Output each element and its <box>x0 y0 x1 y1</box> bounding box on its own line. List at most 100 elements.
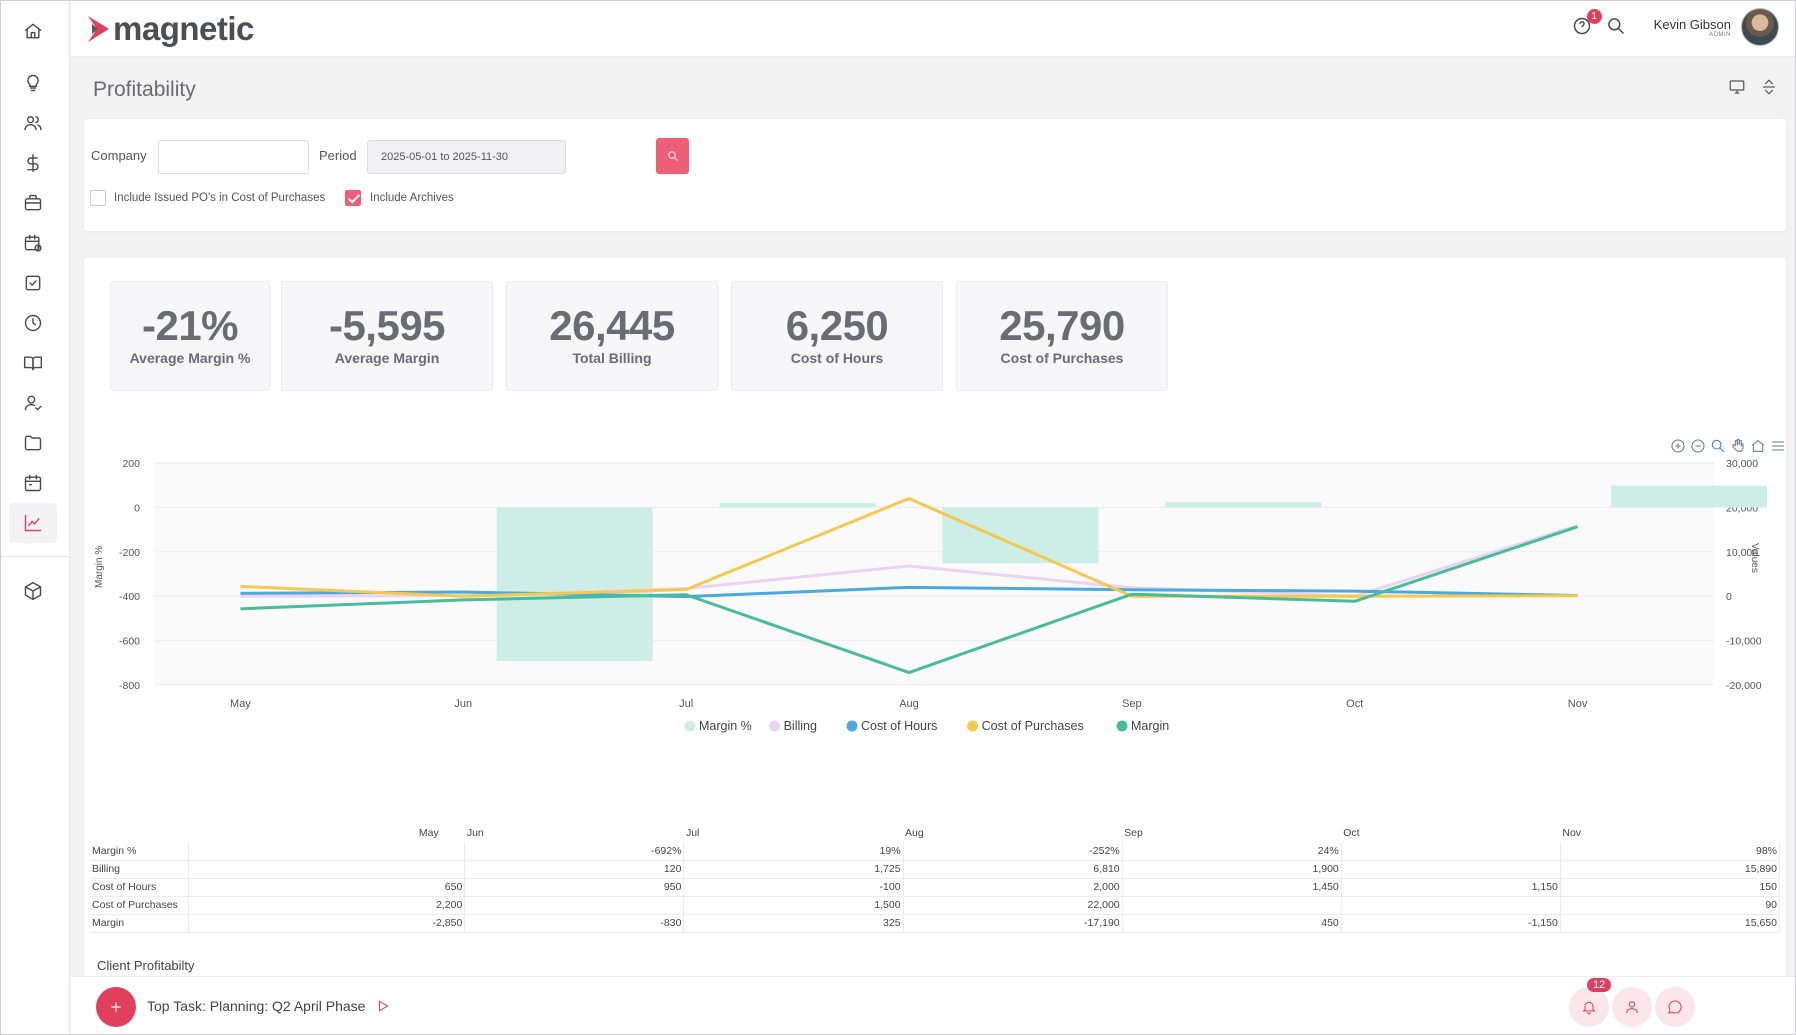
table-cell: 950 <box>464 878 685 897</box>
include-pos-label: Include Issued PO's in Cost of Purchases <box>114 192 326 204</box>
sidebar-item-schedule[interactable] <box>9 223 57 263</box>
selection-zoom-button[interactable] <box>1710 438 1726 459</box>
sidebar-item-time[interactable] <box>9 303 57 343</box>
y-left-tick-label: -600 <box>119 636 140 648</box>
sidebar-item-people[interactable] <box>9 103 57 143</box>
plus-icon <box>111 1002 121 1012</box>
search-button[interactable] <box>1606 16 1628 38</box>
logo-text: magnetic <box>113 10 254 47</box>
sidebar-item-files[interactable] <box>9 423 57 463</box>
table-cell: 15,890 <box>1560 860 1781 879</box>
help-button[interactable]: 1 <box>1572 9 1602 38</box>
series-line-margin <box>240 525 1579 675</box>
kpi-cost-of-hours: 6,250 Cost of Hours <box>731 281 943 391</box>
search-filter-button[interactable] <box>656 138 689 174</box>
profile-button[interactable] <box>1612 987 1652 1027</box>
start-task-button[interactable] <box>376 999 390 1018</box>
zoom-out-button[interactable] <box>1690 438 1706 459</box>
y-right-tick-label: -20,000 <box>1726 680 1762 692</box>
table-month-header: Sep <box>1124 827 1143 839</box>
calendar-clock-icon <box>24 234 42 252</box>
sidebar-item-ideas[interactable] <box>9 63 57 103</box>
zoom-out-icon <box>1691 439 1705 453</box>
present-button[interactable] <box>1728 78 1746 101</box>
bar-margin-pct <box>942 507 1099 564</box>
chat-button[interactable] <box>1655 987 1695 1027</box>
table-cell: 1,725 <box>683 860 904 879</box>
notifications-button[interactable]: 12 <box>1569 978 1612 1027</box>
user-check-icon <box>24 395 42 411</box>
folder-icon <box>24 435 42 451</box>
help-badge: 1 <box>1586 9 1602 24</box>
home-icon <box>24 23 42 39</box>
sidebar-item-tasks[interactable] <box>9 263 57 303</box>
clock-icon <box>24 314 42 332</box>
avatar[interactable] <box>1741 8 1779 46</box>
title-tools <box>1728 78 1778 101</box>
kpi-label: Cost of Hours <box>790 350 884 366</box>
help-icon <box>1573 17 1590 35</box>
table-row-label: Margin <box>90 914 190 933</box>
top-task-label[interactable]: Top Task: Planning: Q2 April Phase <box>147 998 366 1014</box>
briefcase-icon <box>24 194 42 211</box>
add-button[interactable] <box>96 987 136 1027</box>
sidebar-item-home[interactable] <box>9 11 57 51</box>
table-row: Margin % -692% 19% -252% 24% 98% <box>90 842 1781 861</box>
include-pos-checkbox[interactable] <box>90 190 106 206</box>
table-row-label: Cost of Hours <box>90 878 190 897</box>
table-cell: 15,650 <box>1560 914 1781 933</box>
pan-button[interactable] <box>1730 438 1746 459</box>
table-month-header: Oct <box>1343 827 1360 839</box>
table-body: Margin % -692% 19% -252% 24% 98% Billing 120 1,7… <box>90 842 1781 933</box>
y-right-tick-label: 30,000 <box>1726 458 1758 470</box>
table-cell <box>1341 842 1561 861</box>
sidebar-item-approvals[interactable] <box>9 383 57 423</box>
period-input[interactable]: 2025-05-01 to 2025-11-30 <box>367 140 566 174</box>
table-cell <box>1341 896 1561 915</box>
users-icon <box>24 116 42 131</box>
kpi-value: 26,445 <box>549 302 675 349</box>
y-right-tick-label: 0 <box>1726 591 1732 603</box>
zoom-in-button[interactable] <box>1670 438 1686 459</box>
user-info[interactable]: Kevin Gibson ADMIN <box>1654 17 1731 38</box>
profitability-card: -21% Average Margin % -5,595 Average Mar… <box>84 258 1786 978</box>
kpi-label: Average Margin <box>334 350 440 366</box>
bar-margin-pct <box>1611 485 1767 508</box>
table-cell: 24% <box>1122 842 1342 861</box>
y-left-tick-label: -400 <box>119 591 140 603</box>
company-input[interactable] <box>158 140 309 174</box>
zoom-in-icon <box>1671 439 1685 453</box>
page-title: Profitability <box>93 78 196 101</box>
logo[interactable]: magnetic <box>85 10 254 48</box>
filters-card: Company Period 2025-05-01 to 2025-11-30 … <box>84 119 1786 231</box>
legend-marker <box>967 720 979 732</box>
table-cell <box>1122 896 1342 915</box>
kpi-value: 25,790 <box>999 302 1125 349</box>
sidebar-item-calendar[interactable] <box>9 463 57 503</box>
kpi-label: Total Billing <box>572 350 652 366</box>
bar-margin-pct <box>496 507 653 662</box>
x-tick-label: Jun <box>454 698 472 710</box>
dollar-icon <box>27 153 39 173</box>
include-archives-checkbox[interactable] <box>345 190 361 206</box>
reset-zoom-button[interactable] <box>1750 438 1766 459</box>
sidebar-item-projects[interactable] <box>9 183 57 223</box>
sidebar-item-finance[interactable] <box>9 143 57 183</box>
x-tick-label: Oct <box>1346 698 1363 710</box>
period-label: Period <box>319 148 357 163</box>
legend-marker <box>1116 720 1128 732</box>
kpi-value: -5,595 <box>328 302 446 349</box>
chart-toolbar <box>1670 438 1786 459</box>
table-month-header: Jul <box>685 827 700 839</box>
sidebar-item-reports[interactable] <box>9 503 57 543</box>
x-tick-label: Sep <box>1122 698 1142 710</box>
kpi-average-margin-pct: -21% Average Margin % <box>110 281 270 391</box>
lightbulb-icon <box>27 74 39 92</box>
include-archives-label: Include Archives <box>370 192 454 204</box>
chat-icon <box>1668 1000 1682 1014</box>
chart-menu-button[interactable] <box>1770 438 1786 459</box>
sidebar-item-products[interactable] <box>9 571 57 611</box>
legend-label: Cost of Hours <box>861 719 937 733</box>
sidebar-item-knowledge[interactable] <box>9 343 57 383</box>
collapse-button[interactable] <box>1760 78 1778 101</box>
